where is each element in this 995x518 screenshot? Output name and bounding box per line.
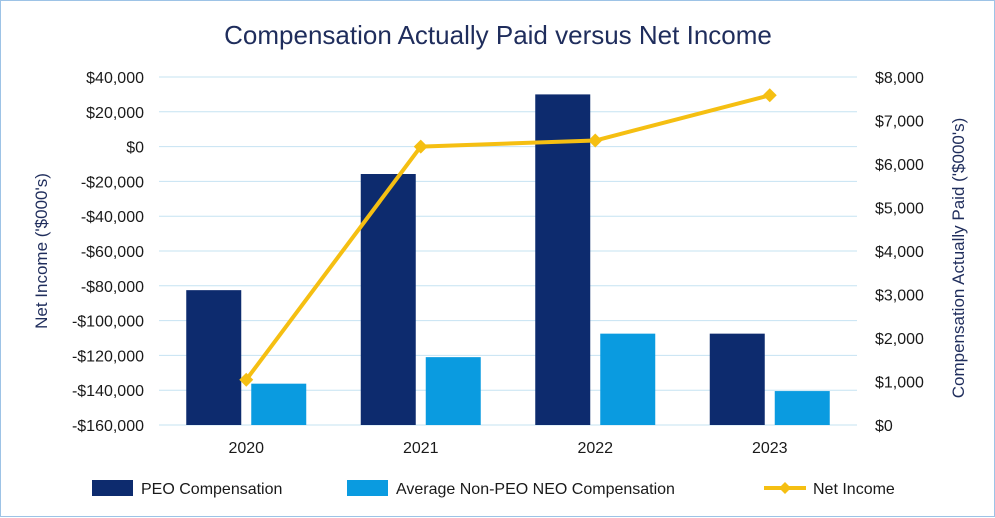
net-income-marker-2021	[413, 139, 428, 154]
right-tick-label: $6,000	[875, 157, 924, 174]
legend-swatch-neo	[347, 480, 388, 496]
right-axis-ticks: $8,000 $7,000 $6,000 $5,000 $4,000 $3,000 $2,0…	[875, 70, 924, 435]
peo-bar-2021	[360, 174, 416, 425]
left-axis-label: Net Income ('$000's)	[32, 173, 51, 329]
neo-bar-2023	[774, 391, 830, 425]
right-axis-label: Compensation Actually Paid ('$000's)	[949, 118, 968, 399]
net-income-marker-2022	[588, 133, 603, 148]
peo-bar-2023	[709, 333, 765, 425]
right-tick-label: $1,000	[875, 375, 924, 392]
left-tick-label: -$60,000	[81, 244, 144, 261]
left-tick-label: $20,000	[86, 105, 144, 122]
neo-bar-2022	[600, 333, 656, 425]
neo-bar-2020	[251, 383, 307, 425]
legend-label-net-income: Net Income	[813, 481, 895, 498]
right-tick-label: $2,000	[875, 331, 924, 348]
legend: PEO Compensation Average Non-PEO NEO Comp…	[92, 480, 895, 498]
left-tick-label: -$100,000	[72, 314, 144, 331]
net-income-marker-2023	[762, 88, 777, 103]
peo-bar-2020	[186, 290, 242, 425]
net-income-line	[239, 88, 777, 387]
x-axis-ticks: 2020 2021 2022 2023	[228, 440, 787, 457]
legend-label-neo: Average Non-PEO NEO Compensation	[396, 481, 675, 498]
x-tick-label: 2020	[228, 440, 264, 457]
chart-title: Compensation Actually Paid versus Net In…	[224, 20, 772, 50]
x-tick-label: 2021	[403, 440, 439, 457]
neo-bar-2021	[425, 357, 481, 425]
left-tick-label: $0	[126, 140, 144, 157]
legend-label-peo: PEO Compensation	[141, 481, 282, 498]
net-income-marker-2020	[239, 372, 254, 387]
net-income-polyline	[244, 93, 771, 381]
right-tick-label: $5,000	[875, 201, 924, 218]
x-tick-label: 2023	[752, 440, 788, 457]
left-axis-ticks: $40,000 $20,000 $0 -$20,000 -$40,000 -$60,000…	[72, 70, 144, 435]
right-tick-label: $7,000	[875, 114, 924, 131]
left-tick-label: -$20,000	[81, 174, 144, 191]
legend-swatch-net-income-marker	[779, 482, 791, 494]
peo-bar-2022	[535, 94, 591, 426]
right-tick-label: $0	[875, 418, 893, 435]
right-tick-label: $3,000	[875, 288, 924, 305]
left-tick-label: $40,000	[86, 70, 144, 87]
left-tick-label: -$80,000	[81, 279, 144, 296]
x-tick-label: 2022	[577, 440, 613, 457]
legend-swatch-peo	[92, 480, 133, 496]
left-tick-label: -$160,000	[72, 418, 144, 435]
left-tick-label: -$140,000	[72, 383, 144, 400]
left-tick-label: -$120,000	[72, 348, 144, 365]
left-tick-label: -$40,000	[81, 209, 144, 226]
right-tick-label: $4,000	[875, 244, 924, 261]
bars	[186, 94, 830, 426]
right-tick-label: $8,000	[875, 70, 924, 87]
